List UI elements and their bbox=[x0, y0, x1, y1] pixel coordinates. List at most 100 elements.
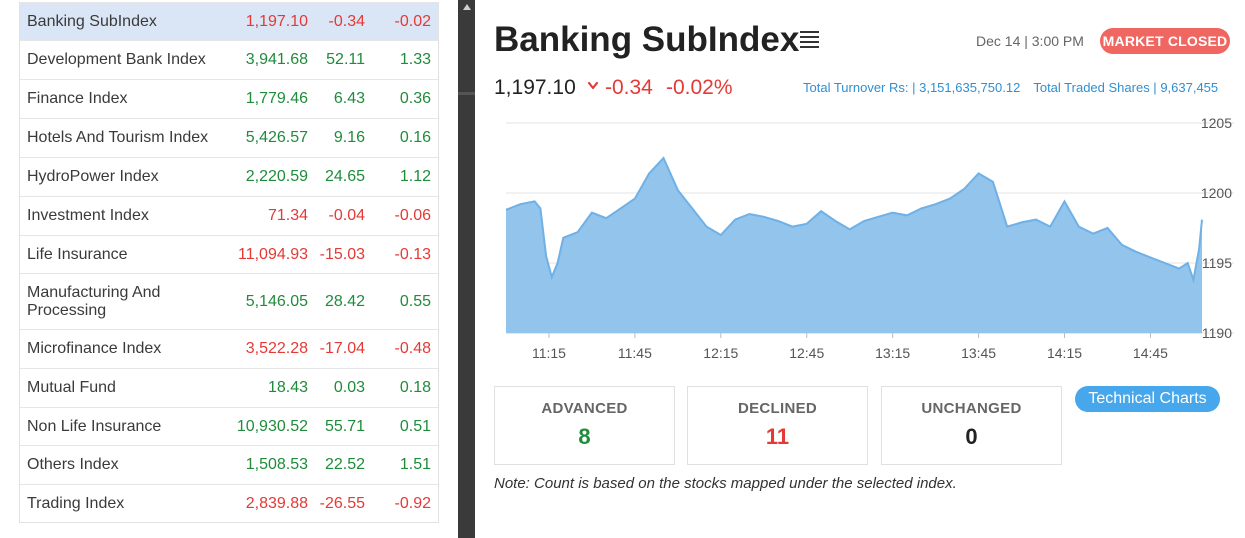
index-value: 1,197.10 bbox=[245, 12, 308, 30]
index-change: -17.04 bbox=[319, 340, 365, 357]
index-percent: 1.51 bbox=[399, 456, 431, 473]
index-value: 10,930.52 bbox=[236, 417, 308, 435]
index-row[interactable]: Non Life Insurance 10,930.52 55.71 0.51 bbox=[20, 407, 438, 445]
index-change: -15.03 bbox=[319, 245, 365, 263]
index-percent: 0.55 bbox=[399, 292, 431, 310]
index-value: 5,426.57 bbox=[245, 129, 308, 146]
index-name: Hotels And Tourism Index bbox=[27, 129, 209, 146]
x-tick-label: 14:15 bbox=[1047, 345, 1082, 361]
chevron-down-icon bbox=[587, 81, 599, 90]
scroll-up-arrow-icon[interactable] bbox=[463, 4, 471, 10]
declined-label: DECLINED bbox=[737, 400, 818, 417]
index-name: Trading Index bbox=[27, 494, 125, 512]
index-value: 18.43 bbox=[267, 379, 308, 396]
index-value: 5,146.05 bbox=[245, 292, 308, 310]
market-date: Dec 14 | 3:00 PM bbox=[976, 33, 1084, 49]
index-value: 71.34 bbox=[267, 207, 308, 224]
index-value: 1,197.10 bbox=[494, 76, 576, 99]
index-name: Non Life Insurance bbox=[27, 417, 162, 435]
advanced-label: ADVANCED bbox=[541, 400, 628, 417]
x-tick-label: 11:45 bbox=[618, 345, 652, 361]
index-change: -0.34 bbox=[328, 12, 365, 30]
index-row[interactable]: Trading Index 2,839.88 -26.55 -0.92 bbox=[20, 484, 438, 522]
declined-count: 11 bbox=[765, 424, 790, 449]
index-name: Development Bank Index bbox=[27, 51, 206, 68]
technical-charts-button[interactable]: Technical Charts bbox=[1075, 386, 1220, 412]
index-percent: -0.92 bbox=[394, 494, 431, 512]
index-name: Mutual Fund bbox=[27, 379, 116, 396]
index-change: 52.11 bbox=[326, 51, 365, 68]
scrollbar[interactable] bbox=[458, 0, 475, 538]
index-row[interactable]: Hotels And Tourism Index 5,426.57 9.16 0.16 bbox=[20, 118, 438, 157]
turnover-info: Total Turnover Rs: | 3,151,635,750.12 To… bbox=[803, 80, 1218, 95]
traded-shares-label: Total Traded Shares | bbox=[1033, 80, 1157, 95]
index-row[interactable]: Manufacturing And Processing 5,146.05 28.4… bbox=[20, 273, 438, 329]
turnover-value: 3,151,635,750.12 bbox=[919, 80, 1021, 95]
index-percent: 0.16 bbox=[399, 129, 431, 146]
unchanged-count: 0 bbox=[965, 424, 978, 449]
index-name: Others Index bbox=[27, 456, 119, 473]
index-change: 9.16 bbox=[333, 129, 365, 146]
hamburger-menu-icon[interactable] bbox=[800, 31, 819, 50]
index-value: 3,522.28 bbox=[245, 340, 308, 357]
index-percent: -0.06 bbox=[394, 207, 431, 224]
index-name: Finance Index bbox=[27, 90, 128, 107]
index-percent: 1.12 bbox=[399, 168, 431, 185]
index-value: 2,839.88 bbox=[245, 494, 308, 512]
index-area-chart[interactable]: 1205 1200 1195 1190 11:15 11:45 12:15 12:45 13:1… bbox=[494, 108, 1234, 374]
index-line-series bbox=[505, 156, 1203, 284]
index-row[interactable]: Investment Index 71.34 -0.04 -0.06 bbox=[20, 196, 438, 235]
index-row[interactable]: Microfinance Index 3,522.28 -17.04 -0.48 bbox=[20, 329, 438, 368]
index-percent: 1.33 bbox=[399, 51, 431, 68]
x-tick-label: 14:45 bbox=[1133, 345, 1168, 361]
y-tick-label: 1195 bbox=[1202, 255, 1232, 271]
declined-box: DECLINED 11 bbox=[687, 386, 868, 465]
index-value: 2,220.59 bbox=[245, 168, 308, 185]
index-row[interactable]: Finance Index 1,779.46 6.43 0.36 bbox=[20, 79, 438, 118]
x-tick-label: 12:45 bbox=[789, 345, 824, 361]
index-change: 22.52 bbox=[324, 456, 365, 473]
unchanged-box: UNCHANGED 0 bbox=[881, 386, 1062, 465]
index-row[interactable]: Mutual Fund 18.43 0.03 0.18 bbox=[20, 368, 438, 407]
index-row[interactable]: Banking SubIndex 1,197.10 -0.34 -0.02 bbox=[20, 2, 438, 40]
index-change: 55.71 bbox=[324, 417, 365, 435]
index-name: Microfinance Index bbox=[27, 340, 162, 357]
index-name: Investment Index bbox=[27, 207, 149, 224]
index-name: Manufacturing And Processing bbox=[27, 284, 161, 319]
y-tick-label: 1200 bbox=[1201, 185, 1232, 201]
index-change: -26.55 bbox=[319, 494, 365, 512]
index-change: -0.34 bbox=[605, 76, 653, 99]
index-name: Banking SubIndex bbox=[27, 12, 157, 30]
index-change: 24.65 bbox=[324, 168, 365, 185]
index-value: 11,094.93 bbox=[238, 245, 308, 263]
index-change: 6.43 bbox=[333, 90, 365, 107]
index-change: 0.03 bbox=[333, 379, 365, 396]
index-percent: -0.48 bbox=[394, 340, 431, 357]
x-tick-label: 13:15 bbox=[875, 345, 910, 361]
advanced-box: ADVANCED 8 bbox=[494, 386, 675, 465]
index-change: -0.04 bbox=[328, 207, 365, 224]
y-tick-label: 1190 bbox=[1202, 325, 1232, 341]
index-value: 3,941.68 bbox=[245, 51, 308, 68]
index-row[interactable]: Life Insurance 11,094.93 -15.03 -0.13 bbox=[20, 235, 438, 273]
index-area-series bbox=[506, 158, 1202, 333]
index-percent: 0.18 bbox=[399, 379, 431, 396]
index-list: Banking SubIndex 1,197.10 -0.34 -0.02 Develo… bbox=[19, 2, 439, 523]
index-row[interactable]: HydroPower Index 2,220.59 24.65 1.12 bbox=[20, 157, 438, 196]
panel-title: Banking SubIndex bbox=[494, 20, 800, 59]
traded-shares-value: 9,637,455 bbox=[1160, 80, 1219, 95]
scrollbar-band bbox=[458, 92, 475, 95]
x-tick-label: 11:15 bbox=[532, 345, 566, 361]
count-note: Note: Count is based on the stocks mappe… bbox=[494, 475, 957, 492]
index-percent: 0.51 bbox=[399, 417, 431, 435]
advanced-count: 8 bbox=[578, 424, 591, 449]
index-row[interactable]: Others Index 1,508.53 22.52 1.51 bbox=[20, 445, 438, 484]
index-row[interactable]: Development Bank Index 3,941.68 52.11 1.33 bbox=[20, 40, 438, 79]
index-percent: 0.36 bbox=[399, 90, 431, 107]
index-percent: -0.02 bbox=[394, 12, 431, 30]
index-name: Life Insurance bbox=[27, 245, 128, 263]
x-tick-label: 13:45 bbox=[961, 345, 996, 361]
index-change-percent: -0.02% bbox=[666, 76, 733, 99]
x-tick-label: 12:15 bbox=[703, 345, 738, 361]
